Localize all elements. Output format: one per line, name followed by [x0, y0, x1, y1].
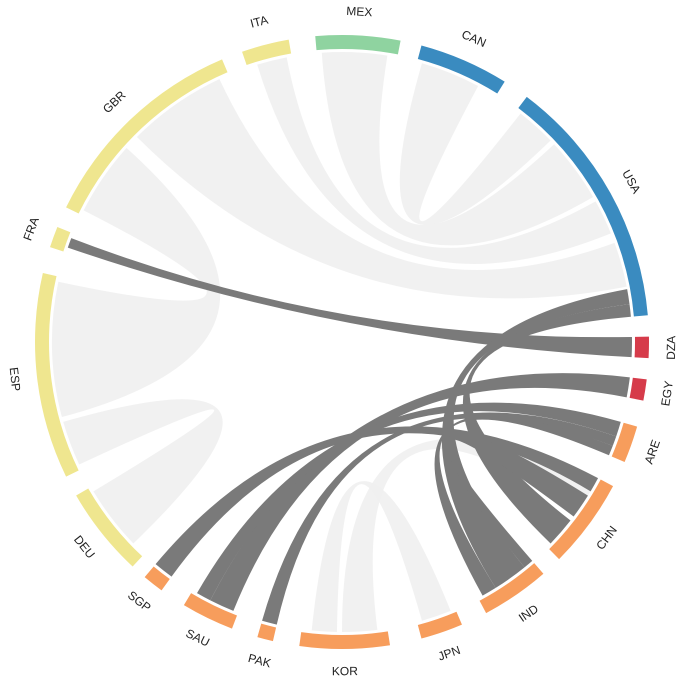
- node-arc: [242, 39, 292, 65]
- node-arc: [479, 563, 544, 614]
- node-label: PAK: [247, 651, 273, 670]
- node-arc: [417, 611, 462, 639]
- node-label: CAN: [460, 27, 489, 50]
- node-label: CHN: [593, 523, 620, 552]
- ribbon: [342, 438, 594, 632]
- node-arc: [257, 623, 277, 642]
- node-label: KOR: [332, 664, 358, 678]
- node-arc: [76, 488, 143, 567]
- node-arc: [66, 59, 228, 214]
- node-arc: [144, 566, 170, 591]
- node-label: ESP: [7, 367, 24, 392]
- node-label: DEU: [71, 533, 98, 562]
- ribbon: [462, 304, 631, 544]
- node-label: FRA: [20, 215, 41, 242]
- node-label: ITA: [249, 13, 270, 31]
- node-arc: [50, 226, 71, 252]
- ribbon: [321, 51, 594, 246]
- node-label: EGY: [658, 380, 676, 407]
- node-arc: [299, 631, 391, 649]
- ribbon: [446, 433, 588, 568]
- node-arc: [34, 272, 79, 477]
- node-arc: [518, 96, 648, 317]
- ribbon: [399, 63, 551, 226]
- node-arc: [417, 45, 505, 94]
- ribbon: [67, 238, 632, 358]
- ribbon: [136, 79, 627, 299]
- node-arc: [629, 377, 647, 401]
- node-arc: [549, 479, 614, 560]
- ribbon: [262, 412, 617, 625]
- ribbon: [51, 147, 221, 418]
- node-label: ARE: [642, 438, 663, 466]
- node-arc: [315, 35, 401, 55]
- ribbon: [311, 481, 451, 632]
- node-arc: [183, 593, 237, 629]
- ribbons: [51, 51, 632, 632]
- node-label: USA: [619, 167, 643, 195]
- node-label: JPN: [436, 643, 462, 664]
- node-label: SGP: [125, 588, 154, 615]
- ribbon: [257, 57, 611, 264]
- ribbon: [63, 399, 223, 544]
- node-arc: [611, 422, 638, 462]
- node-label: IND: [516, 601, 541, 624]
- node-label: DZA: [664, 336, 678, 360]
- ribbon: [210, 373, 630, 611]
- node-label: SAU: [184, 626, 212, 649]
- ribbon: [197, 402, 621, 601]
- node-label: MEX: [346, 4, 373, 19]
- node-label: GBR: [100, 88, 129, 116]
- node-arc: [634, 336, 649, 359]
